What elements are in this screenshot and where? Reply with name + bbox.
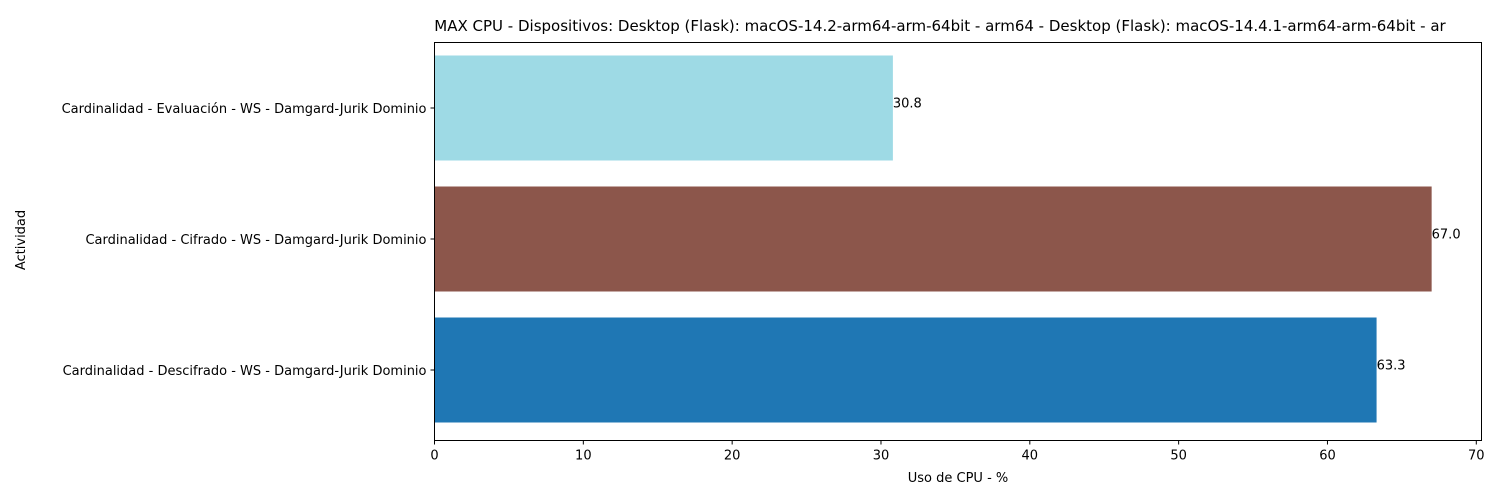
x-tick-label-50: 50 (1170, 449, 1187, 464)
axis-ticks-layer: Cardinalidad - Evaluación - WS - Damgard… (62, 102, 1485, 464)
chart-title: MAX CPU - Dispositivos: Desktop (Flask):… (434, 17, 1446, 35)
y-axis-label: Actividad (14, 210, 29, 270)
bar-2 (434, 186, 1432, 292)
bar-1 (434, 55, 893, 161)
x-tick-label-0: 0 (430, 449, 438, 464)
bar-value-label-3: 63.3 (1377, 359, 1406, 374)
x-tick-label-30: 30 (873, 449, 890, 464)
x-tick-label-60: 60 (1319, 449, 1336, 464)
y-tick-label-2: Cardinalidad - Cifrado - WS - Damgard-Ju… (85, 233, 426, 248)
value-labels-layer: 30.8 67.0 63.3 (893, 97, 1461, 374)
x-tick-label-10: 10 (575, 449, 592, 464)
x-axis-label: Uso de CPU - % (908, 471, 1009, 486)
y-tick-label-3: Cardinalidad - Descifrado - WS - Damgard… (63, 364, 427, 379)
bars-layer (434, 55, 1432, 423)
x-tick-label-40: 40 (1022, 449, 1039, 464)
y-tick-label-1: Cardinalidad - Evaluación - WS - Damgard… (62, 102, 427, 117)
x-tick-label-70: 70 (1468, 449, 1485, 464)
bar-value-label-1: 30.8 (893, 97, 922, 112)
bar-value-label-2: 67.0 (1432, 228, 1461, 243)
x-tick-label-20: 20 (724, 449, 741, 464)
bar-3 (434, 317, 1377, 423)
plot-frame (434, 42, 1482, 441)
